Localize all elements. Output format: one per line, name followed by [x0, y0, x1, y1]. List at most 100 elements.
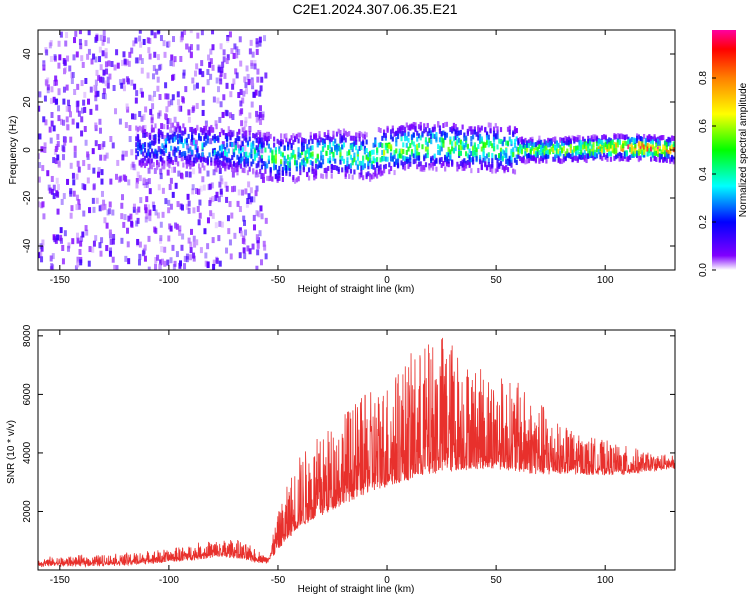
ridge-cell — [295, 163, 298, 169]
noise-cell — [228, 31, 232, 38]
ridge-cell — [595, 141, 599, 147]
noise-cell — [81, 231, 85, 238]
ridge-cell — [543, 154, 546, 160]
ridge-cell — [580, 149, 583, 155]
ridge-cell — [238, 128, 241, 134]
ridge-cell — [187, 154, 190, 160]
ridge-cell — [330, 137, 333, 143]
ridge-cell — [602, 148, 606, 154]
ridge-cell — [435, 166, 438, 172]
ridge-cell — [388, 162, 391, 168]
ridge-cell — [482, 157, 485, 163]
ridge-cell — [255, 169, 258, 175]
ridge-cell — [513, 138, 517, 144]
ridge-cell — [477, 167, 480, 173]
noise-cell — [62, 119, 66, 126]
ridge-cell — [670, 144, 674, 150]
ridge-cell — [225, 151, 229, 157]
noise-cell — [105, 244, 109, 251]
noise-cell — [235, 52, 239, 59]
ridge-cell — [491, 153, 494, 159]
noise-cell — [121, 150, 125, 157]
noise-cell — [245, 65, 249, 72]
noise-cell — [177, 105, 181, 112]
ridge-cell — [454, 135, 457, 141]
noise-cell — [201, 71, 205, 78]
ridge-cell — [658, 135, 661, 141]
ridge-cell — [492, 142, 496, 148]
ridge-cell — [239, 153, 243, 159]
noise-cell — [91, 148, 95, 155]
noise-cell — [83, 91, 87, 98]
noise-cell — [226, 54, 230, 61]
ridge-cell — [669, 158, 672, 164]
noise-cell — [195, 63, 199, 70]
ridge-cell — [297, 132, 300, 138]
ridge-cell — [609, 156, 613, 162]
ridge-cell — [231, 154, 234, 160]
ridge-cell — [389, 144, 393, 150]
noise-cell — [80, 235, 84, 242]
noise-cell — [121, 154, 125, 161]
ridge-cell — [454, 123, 457, 129]
noise-cell — [204, 252, 208, 259]
ridge-cell — [482, 152, 485, 158]
ridge-cell — [178, 137, 181, 143]
noise-cell — [175, 223, 179, 230]
ridge-cell — [323, 138, 326, 144]
noise-cell — [198, 167, 202, 174]
ridge-cell — [616, 142, 620, 148]
ridge-cell — [348, 131, 351, 137]
ridge-cell — [531, 142, 534, 148]
ridge-cell — [560, 158, 564, 164]
ridge-cell — [403, 132, 407, 138]
ridge-cell — [491, 168, 494, 174]
ridge-cell — [154, 134, 157, 140]
noise-cell — [257, 140, 261, 147]
noise-cell — [174, 222, 178, 229]
noise-cell — [133, 164, 137, 171]
ridge-cell — [459, 150, 462, 156]
ridge-cell — [428, 165, 431, 171]
ridge-cell — [667, 150, 670, 156]
ridge-cell — [608, 141, 611, 147]
noise-cell — [206, 217, 210, 224]
ridge-cell — [171, 160, 175, 166]
ridge-cell — [211, 148, 215, 154]
ridge-cell — [189, 126, 192, 132]
ridge-cell — [362, 155, 365, 161]
ridge-cell — [351, 143, 354, 149]
ridge-cell — [227, 157, 230, 163]
noise-cell — [196, 188, 200, 195]
noise-cell — [132, 206, 136, 213]
ridge-cell — [505, 152, 508, 158]
ridge-cell — [166, 132, 169, 138]
ridge-cell — [403, 136, 407, 142]
ridge-cell — [400, 131, 403, 137]
noise-cell — [164, 113, 168, 120]
noise-cell — [239, 60, 243, 67]
ridge-cell — [196, 156, 199, 162]
ridge-cell — [149, 135, 152, 141]
ridge-cell — [328, 136, 332, 142]
ridge-cell — [187, 148, 190, 154]
ridge-cell — [245, 137, 248, 143]
ridge-cell — [423, 128, 426, 134]
ridge-cell — [639, 145, 642, 151]
ridge-cell — [670, 135, 674, 141]
ridge-cell — [566, 138, 569, 144]
noise-cell — [212, 96, 216, 103]
noise-cell — [163, 260, 167, 267]
noise-cell — [63, 59, 67, 66]
ridge-cell — [529, 153, 532, 159]
ridge-cell — [210, 127, 213, 133]
ridge-cell — [278, 175, 281, 181]
ridge-cell — [534, 152, 538, 158]
noise-cell — [192, 255, 196, 262]
noise-cell — [138, 241, 142, 248]
ridge-cell — [152, 134, 155, 140]
ridge-cell — [552, 137, 555, 143]
ridge-cell — [372, 174, 375, 180]
ridge-cell — [672, 159, 675, 165]
